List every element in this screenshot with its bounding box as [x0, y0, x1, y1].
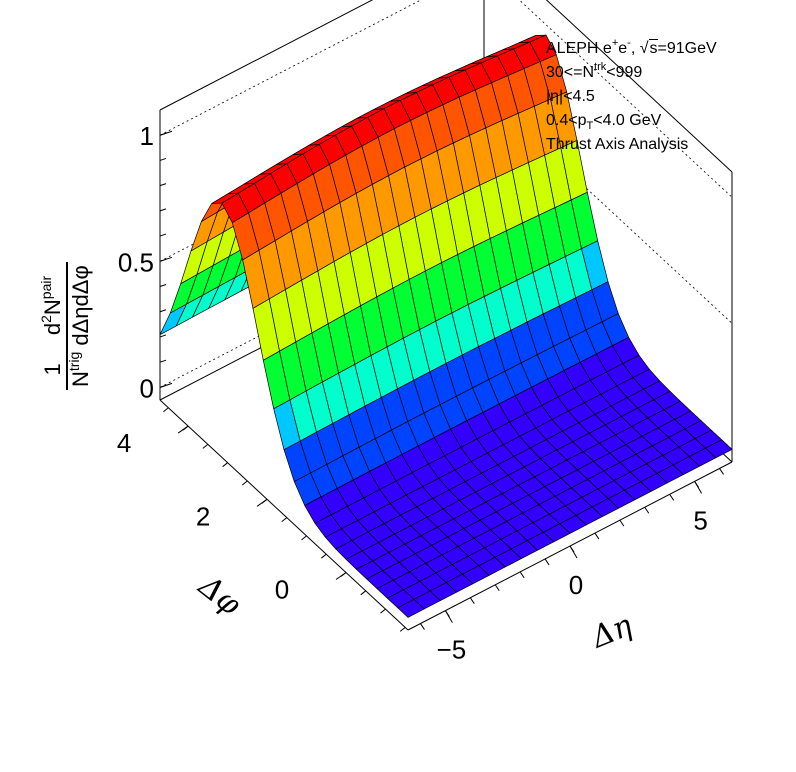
x-minor-tick [619, 519, 625, 527]
y-axis-title: Δφ [191, 568, 247, 622]
y-minor-tick [320, 553, 327, 559]
x-minor-tick [644, 506, 650, 514]
z-axis: 00.51 [118, 121, 173, 403]
z-tick-label: 1 [140, 121, 154, 151]
x-axis-title: Δη [586, 608, 637, 656]
x-axis: −5 0 5 [420, 468, 724, 665]
grid-line [518, 0, 733, 198]
y-minor-tick [222, 462, 228, 468]
z-minor-tick [159, 183, 167, 187]
annotation-line-5: Thrust Axis Analysis [546, 136, 689, 153]
z-minor-tick [159, 132, 167, 136]
x-minor-tick [469, 597, 475, 604]
y-minor-tick [340, 572, 347, 577]
z-minor-tick [159, 359, 167, 363]
z-minor-tick [159, 384, 167, 388]
x-minor-tick [719, 468, 724, 475]
y-minor-tick [163, 407, 169, 413]
z-minor-tick [159, 334, 167, 338]
frame-edge [545, 0, 733, 173]
annotation-line-1: ALEPH e+e-, √s=91GeV [546, 37, 717, 57]
y-minor-tick [182, 425, 189, 431]
x-minor-tick [420, 623, 425, 630]
y-minor-tick [242, 480, 248, 486]
y-tick-label: 4 [117, 428, 131, 458]
x-tick-label: 0 [569, 570, 583, 600]
z-minor-tick [159, 157, 167, 161]
surface-mesh [159, 34, 733, 618]
z-minor-tick [159, 233, 167, 237]
z-tick-label: 0.5 [118, 247, 154, 277]
z-minor-tick [159, 284, 167, 287]
x-minor-tick [694, 481, 700, 488]
annotation-box: ALEPH e+e-, √s=91GeV 30<=Ntrk<999 |η|<4.… [546, 37, 717, 157]
annotation-line-2: 30<=Ntrk<999 [546, 61, 643, 82]
x-minor-tick [494, 584, 500, 592]
y-axis-line [159, 399, 409, 631]
x-minor-tick [594, 532, 600, 540]
x-minor-tick [544, 558, 550, 566]
x-minor-tick [569, 545, 575, 553]
annotation-line-4: 0.4<pT<4.0 GeV [546, 112, 662, 132]
annotation-line-3: |η|<4.5 [546, 88, 595, 105]
y-minor-tick [399, 627, 406, 632]
x-tick-label: 5 [693, 505, 707, 535]
x-tick-label: −5 [437, 635, 467, 665]
y-minor-tick [202, 443, 209, 449]
grid-line [159, 0, 422, 136]
y-minor-tick [261, 498, 268, 504]
surface-cell [397, 599, 425, 618]
y-minor-tick [281, 517, 288, 522]
z-minor-tick [159, 208, 167, 212]
z-tick-label: 0 [140, 373, 154, 403]
y-minor-tick [380, 608, 386, 614]
x-minor-tick [444, 610, 450, 617]
grid-line [159, 219, 485, 388]
z-minor-tick [159, 309, 167, 313]
z-minor-tick [159, 258, 167, 262]
y-tick-label: 0 [275, 575, 289, 605]
x-minor-tick [669, 494, 675, 501]
y-minor-tick [301, 535, 307, 541]
x-minor-tick [519, 571, 525, 579]
y-minor-tick [360, 590, 367, 596]
y-axis: 0 2 4 [117, 407, 406, 632]
frame-edge [159, 0, 374, 111]
y-tick-label: 2 [196, 501, 210, 531]
